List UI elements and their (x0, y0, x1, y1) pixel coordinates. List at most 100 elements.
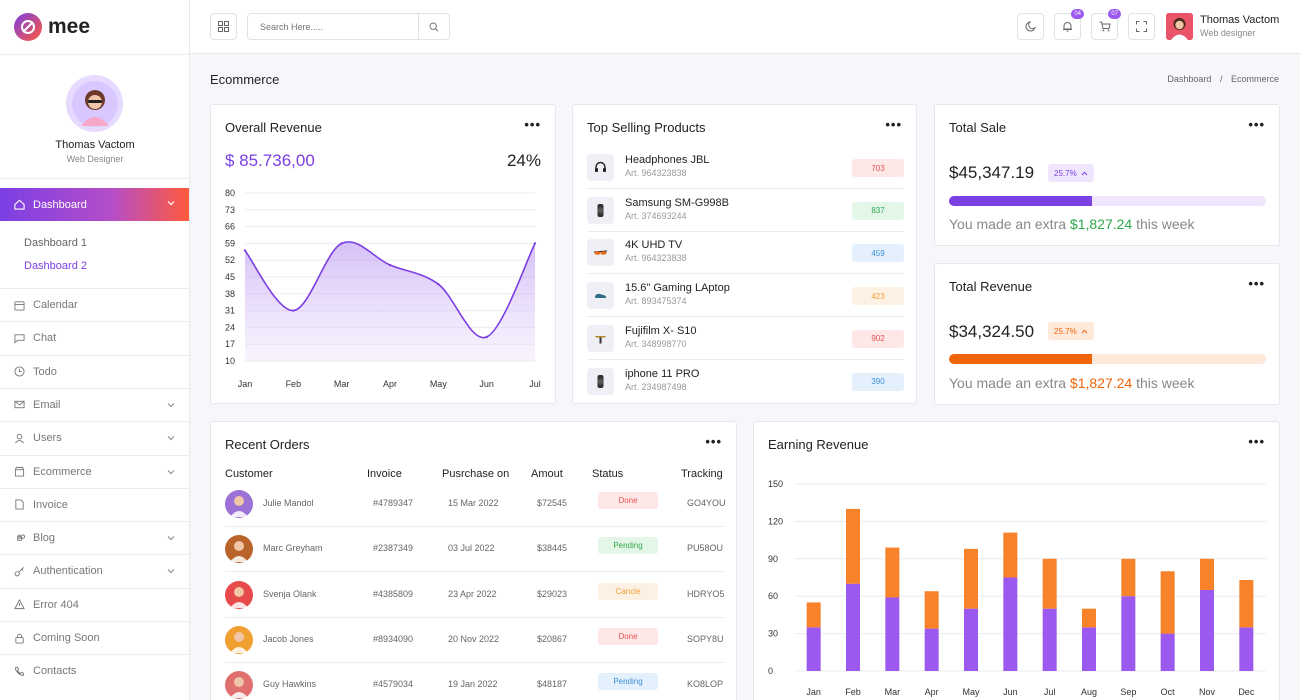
bar[interactable] (1160, 571, 1175, 634)
cart-button[interactable]: 07 (1091, 9, 1121, 40)
product-row[interactable]: Fujifilm X- S10 Art. 348998770 902 (587, 317, 904, 360)
data-point[interactable] (437, 283, 440, 286)
earning-revenue-chart: 150 120 90 60 30 0 Jan Feb Mar Apr May Jun Jul Aug Sep… (768, 479, 1266, 697)
sidebar-item-chat[interactable]: Chat (0, 321, 189, 354)
more-options-icon[interactable]: ••• (1248, 434, 1265, 449)
more-options-icon[interactable]: ••• (885, 117, 902, 132)
revenue-progress-bar (949, 354, 1266, 364)
sidebar-item-todo[interactable]: Todo (0, 354, 189, 388)
product-row[interactable]: 15.6" Gaming LAptop Art. 893475374 423 (587, 274, 904, 318)
table-row[interactable]: Svenja Olank #4385809 23 Apr 2022 $29023 Can… (225, 573, 724, 618)
grid-icon (218, 21, 229, 32)
data-point[interactable] (533, 242, 537, 245)
bar[interactable] (964, 548, 978, 609)
moon-icon (1025, 21, 1036, 32)
dark-mode-toggle[interactable] (1017, 13, 1044, 40)
table-row[interactable]: Marc Greyham #2387349 03 Jul 2022 $38445 Pen… (225, 527, 724, 573)
user-avatar[interactable] (1166, 13, 1193, 40)
bar[interactable] (1082, 627, 1096, 671)
more-options-icon[interactable]: ••• (1248, 117, 1265, 132)
sidebar-item-dashboard[interactable]: Dashboard (0, 188, 189, 221)
sidebar-subitem-dashboard-2[interactable]: Dashboard 2 (24, 260, 87, 272)
lock-icon (15, 633, 24, 644)
bar[interactable] (1082, 608, 1096, 628)
search-button[interactable] (418, 14, 449, 39)
product-row[interactable]: 4K UHD TV Art. 964323838 459 (587, 231, 904, 275)
sidebar-item-coming-soon[interactable]: Coming Soon (0, 621, 189, 654)
sidebar-item-users[interactable]: Users (0, 421, 189, 454)
table-row[interactable]: Julie Mandol #4789347 15 Mar 2022 $72545 Don… (225, 482, 726, 527)
bar[interactable] (1239, 579, 1254, 628)
bar[interactable] (846, 583, 860, 671)
app-logo[interactable]: mee (14, 13, 90, 41)
product-row[interactable]: Headphones JBL Art. 964323838 703 (587, 146, 904, 189)
user-name: Thomas Vactom (1200, 14, 1280, 26)
profile-avatar[interactable] (66, 75, 123, 132)
bar[interactable] (806, 627, 821, 671)
avatar (225, 580, 253, 609)
product-row[interactable]: Samsung SM-G998B Art. 374693244 837 (587, 189, 904, 232)
bar[interactable] (1239, 627, 1254, 671)
data-point[interactable] (292, 309, 295, 312)
sidebar-item-email[interactable]: Email (0, 387, 189, 421)
sidebar-item-ecommerce[interactable]: Ecommerce (0, 454, 189, 488)
amount: $20867 (537, 633, 568, 644)
sidebar-subitem-dashboard-1[interactable]: Dashboard 1 (24, 237, 87, 249)
bar[interactable] (1160, 633, 1175, 671)
data-point[interactable] (243, 249, 247, 252)
more-options-icon[interactable]: ••• (524, 117, 541, 132)
product-article: Art. 964323838 (625, 168, 687, 178)
y-tick-label: 52 (225, 255, 235, 265)
sidebar-item-error-404[interactable]: Error 404 (0, 587, 189, 621)
phone-icon (14, 666, 25, 676)
apps-button[interactable] (210, 13, 237, 40)
cart-icon (1099, 21, 1111, 32)
bar[interactable] (924, 591, 939, 629)
product-quantity-badge: 703 (852, 159, 904, 177)
sidebar-item-blog[interactable]: Blog (0, 521, 189, 554)
data-point[interactable] (388, 263, 392, 267)
avatar-image (230, 586, 248, 608)
bar[interactable] (885, 597, 900, 671)
more-options-icon[interactable]: ••• (705, 434, 722, 449)
bar[interactable] (846, 508, 860, 584)
sidebar-item-label: Blog (33, 532, 56, 545)
sidebar-item-authentication[interactable]: Authentication (0, 554, 189, 587)
bar[interactable] (1042, 608, 1057, 671)
area-fill (245, 241, 535, 361)
product-row[interactable]: iphone 11 PRO Art. 234987498 390 (587, 360, 904, 403)
search-input[interactable] (248, 14, 419, 39)
smartwatch-icon (597, 203, 604, 217)
bar[interactable] (1003, 577, 1018, 672)
sidebar-item-contacts[interactable]: Contacts (0, 654, 189, 687)
percent-badge: 25.7% (1048, 322, 1094, 340)
table-row[interactable]: Jacob Jones #8934090 20 Nov 2022 $20867 Done… (225, 618, 724, 663)
bar[interactable] (964, 608, 978, 671)
product-quantity-badge: 390 (852, 372, 904, 391)
bar[interactable] (1003, 532, 1018, 578)
notifications-button[interactable]: 04 (1054, 9, 1084, 40)
overall-revenue-chart: 80 73 66 59 52 45 38 31 24 17 10 Jan Feb Mar Apr May Jun… (225, 188, 541, 389)
customer-name: Guy Hawkins (263, 679, 317, 690)
bar[interactable] (1042, 558, 1057, 609)
sidebar-item-invoice[interactable]: Invoice (0, 487, 189, 521)
bar[interactable] (1200, 589, 1214, 671)
product-quantity-badge: 423 (852, 287, 904, 306)
sidebar-item-calendar[interactable]: Calendar (0, 288, 189, 321)
sidebar: mee Thomas Vactom Web Designer Dashboard… (0, 0, 190, 700)
y-tick-label: 17 (225, 339, 235, 349)
breadcrumb-home[interactable]: Dashboard (1167, 74, 1212, 84)
extra-prefix: You made an extra (949, 216, 1067, 232)
bar[interactable] (924, 628, 939, 671)
bar[interactable] (1200, 558, 1214, 590)
card-title: Total Revenue (949, 279, 1033, 294)
bar[interactable] (806, 602, 821, 628)
data-point[interactable] (340, 242, 343, 245)
data-point[interactable] (485, 335, 488, 339)
bar[interactable] (1121, 558, 1136, 597)
fullscreen-button[interactable] (1128, 13, 1155, 40)
bar[interactable] (885, 547, 900, 598)
bar[interactable] (1121, 596, 1136, 671)
table-row[interactable]: Guy Hawkins #4579034 19 Jan 2022 $48187 Pend… (225, 663, 724, 700)
more-options-icon[interactable]: ••• (1248, 276, 1265, 291)
